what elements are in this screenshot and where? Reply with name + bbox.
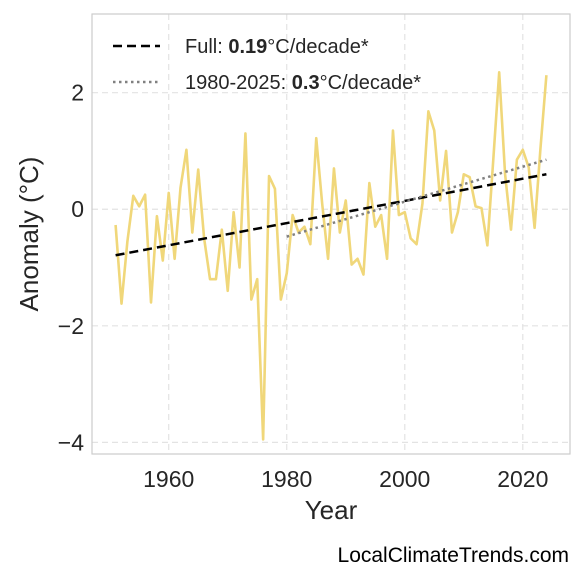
y-axis-label: Anomaly (°C) [14, 157, 44, 312]
legend: Full: 0.19°C/decade* 1980-2025: 0.3°C/de… [113, 36, 421, 94]
legend-full-suffix: °C/decade* [267, 36, 369, 58]
legend-full-prefix: Full: [185, 36, 228, 58]
grid [92, 14, 570, 454]
series-layer [114, 70, 548, 441]
y-tick-labels: −4 −2 0 2 [58, 80, 84, 456]
legend-recent-prefix: 1980-2025: [185, 72, 292, 94]
legend-recent-value: 0.3 [292, 72, 320, 94]
x-tick-label: 1960 [143, 466, 194, 492]
y-tick-label: −4 [58, 429, 84, 455]
legend-full-value: 0.19 [228, 36, 267, 58]
x-axis-label: Year [305, 495, 358, 525]
y-tick-label: −2 [58, 313, 84, 339]
trend-line-full [115, 173, 547, 257]
y-tick-label: 2 [71, 80, 84, 106]
y-tick-label: 0 [71, 196, 84, 222]
credit-text: LocalClimateTrends.com [337, 544, 569, 567]
legend-recent-suffix: °C/decade* [320, 72, 422, 94]
legend-full-label: Full: 0.19°C/decade* [185, 36, 369, 58]
x-tick-label: 1980 [261, 466, 312, 492]
x-tick-labels: 1960 1980 2000 2020 [143, 466, 548, 492]
x-tick-label: 2000 [379, 466, 430, 492]
x-tick-label: 2020 [497, 466, 548, 492]
plot-frame [91, 13, 571, 455]
series-anomaly-line [114, 70, 548, 441]
legend-recent-label: 1980-2025: 0.3°C/decade* [185, 72, 421, 94]
